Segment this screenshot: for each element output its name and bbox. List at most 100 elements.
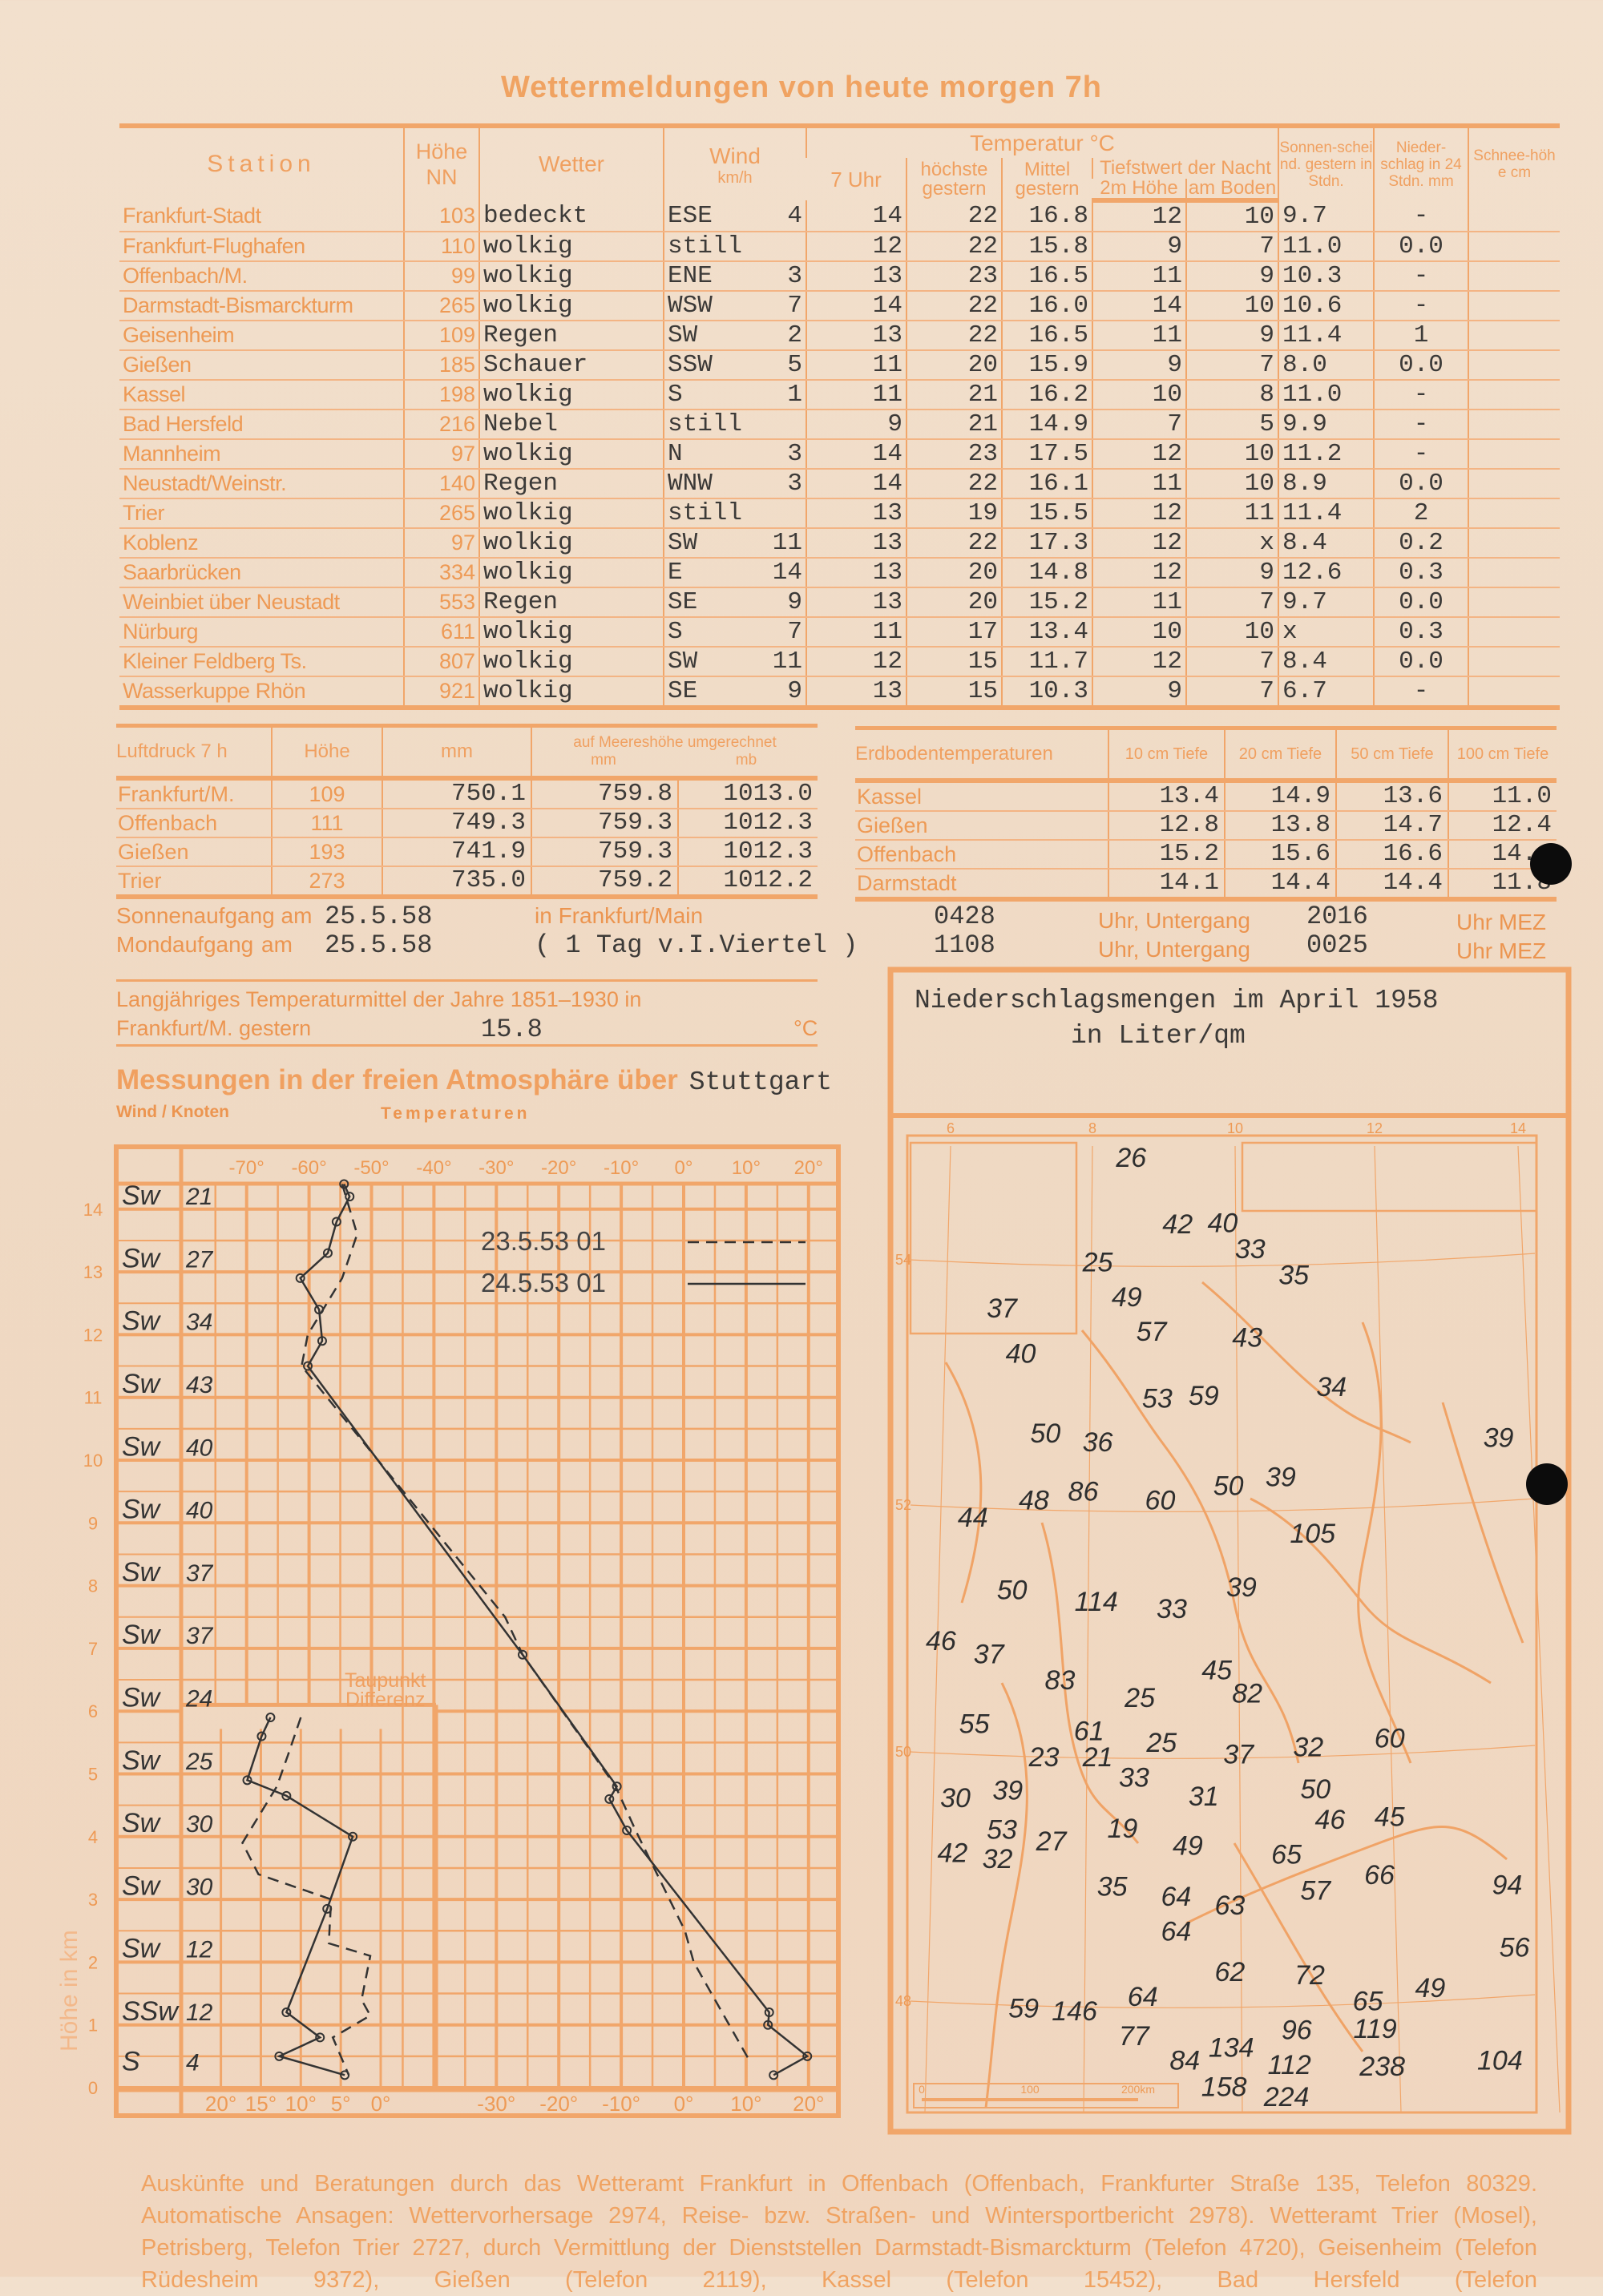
dewpoint-series-dashed xyxy=(241,1717,372,2076)
table-row: Saarbrücken 334 wolkig E 14 13 20 14.8 12 9 12.6 0.… xyxy=(119,558,1560,588)
cell-hoehe: 109 xyxy=(271,778,382,809)
cell-nieder: 0.2 xyxy=(1373,528,1468,559)
wind-direction: Sw xyxy=(122,1306,162,1337)
precipitation-value: 63 xyxy=(1215,1890,1246,1921)
cell-tmin-2m: 12 xyxy=(1092,498,1186,529)
moonrise-label: Mondaufgang xyxy=(116,932,254,957)
table-row: Frankfurt-Stadt 103 bedeckt ESE 4 14 22 16.8 12 1… xyxy=(119,200,1560,232)
header-wind-unit: km/h xyxy=(717,169,753,187)
cell-t7: 12 xyxy=(806,232,906,262)
moonrise-date: 25.5.58 xyxy=(325,930,433,960)
cell-nieder: - xyxy=(1373,291,1468,321)
cell-tmax: 20 xyxy=(906,587,1002,618)
cell-nieder: - xyxy=(1373,439,1468,470)
cell-wetter: Nebel xyxy=(478,410,664,440)
wind-speed: 30 xyxy=(186,1811,213,1838)
cell-wind: still xyxy=(663,410,806,440)
wind-speed: 3 xyxy=(787,440,802,468)
cell-hoehe: 921 xyxy=(403,676,479,708)
x-tick-top: 20° xyxy=(794,1157,823,1179)
meridian xyxy=(924,1145,951,2113)
precipitation-value: 64 xyxy=(1128,1982,1158,2012)
cell-hoehe: 97 xyxy=(403,528,479,559)
cell-tmax: 21 xyxy=(906,380,1002,410)
cell-schnee xyxy=(1468,291,1560,321)
cell-depth-temp: 15.2 xyxy=(1108,840,1225,870)
cell-tmin-2m: 12 xyxy=(1092,528,1186,559)
header-tmax: höchste gestern xyxy=(906,158,1002,200)
header-meer-mm: mm xyxy=(591,752,616,769)
cell-depth-temp: 11.0 xyxy=(1448,781,1557,812)
data-point xyxy=(612,1782,622,1792)
y-tick: 4 xyxy=(88,1827,98,1847)
wind-speed: 30 xyxy=(186,1874,213,1900)
data-point xyxy=(322,1903,333,1914)
cell-nieder: 0.3 xyxy=(1373,617,1468,648)
atmosphere-title: Messungen in der freien Atmosphäre über xyxy=(116,1064,678,1096)
cell-nieder: 0.0 xyxy=(1373,469,1468,499)
cell-station: Frankfurt-Stadt xyxy=(119,200,404,232)
precipitation-value: 55 xyxy=(959,1709,990,1739)
dewpoint-tick: 20° xyxy=(205,2092,236,2116)
x-tick-top: -30° xyxy=(478,1157,514,1179)
y-tick: 7 xyxy=(88,1639,98,1659)
cell-t7: 14 xyxy=(806,469,906,499)
cell-wind: E 14 xyxy=(663,558,806,588)
precipitation-value: 45 xyxy=(1201,1655,1232,1685)
map-title: Niederschlagsmengen im April 1958 xyxy=(915,986,1439,1015)
cell-station: Gießen xyxy=(119,350,404,381)
data-point xyxy=(348,1831,358,1842)
divider xyxy=(116,1044,818,1047)
wind-speed: 34 xyxy=(186,1309,212,1336)
header-depth: 50 cm Tiefe xyxy=(1335,728,1448,783)
precipitation-value: 23 xyxy=(1028,1742,1060,1773)
parallel xyxy=(910,1253,1536,1267)
header-wetter: Wetter xyxy=(478,126,664,200)
cell-wind: WSW 7 xyxy=(663,291,806,321)
meridian xyxy=(1517,1145,1561,2113)
cell-meer-mm: 759.2 xyxy=(531,866,678,898)
legend-label: 23.5.53 01 xyxy=(481,1226,606,1256)
cell-hoehe: 103 xyxy=(403,200,479,232)
data-point xyxy=(242,1775,252,1786)
cell-station: Mannheim xyxy=(119,439,404,470)
header-depth: 10 cm Tiefe xyxy=(1108,728,1225,783)
cell-schnee xyxy=(1468,380,1560,410)
cell-meer-mm: 759.3 xyxy=(531,837,678,867)
x-tick-top: -60° xyxy=(291,1157,326,1179)
cell-nieder: 0.3 xyxy=(1373,558,1468,588)
header-wind-label: Wind xyxy=(709,143,761,168)
cell-tmin-boden: 7 xyxy=(1185,676,1278,708)
header-tminboden: am Boden xyxy=(1185,179,1278,203)
dewpoint-tick: 15° xyxy=(245,2092,277,2116)
precipitation-value: 60 xyxy=(1375,1723,1405,1753)
dewpoint-label: Taupunkt Differenz xyxy=(345,1671,426,1710)
cell-hoehe: 99 xyxy=(403,261,479,292)
cell-depth-temp: 14.9 xyxy=(1224,781,1336,812)
map-scale-label: 0 xyxy=(919,2083,925,2096)
cell-t7: 11 xyxy=(806,380,906,410)
y-axis-label: Höhe in km xyxy=(56,1930,83,2052)
wind-speed: 21 xyxy=(185,1184,212,1210)
parallel xyxy=(910,1745,1536,1759)
cell-tmin-2m: 14 xyxy=(1092,291,1186,321)
cell-t7: 14 xyxy=(806,439,906,470)
wind-direction: S xyxy=(668,381,683,409)
wind-speed: 3 xyxy=(787,262,802,290)
cell-wetter: Regen xyxy=(478,321,664,351)
y-tick: 13 xyxy=(83,1262,103,1282)
chart-frame xyxy=(114,1144,841,2118)
precipitation-value: 42 xyxy=(937,1838,967,1869)
precipitation-value: 39 xyxy=(1484,1422,1514,1453)
precipitation-value: 66 xyxy=(1364,1860,1395,1890)
sunrise-place: in Frankfurt/Main xyxy=(535,903,704,928)
precipitation-value: 39 xyxy=(1266,1462,1296,1492)
cell-sonne: 8.4 xyxy=(1278,528,1374,559)
data-point xyxy=(769,2070,779,2080)
table-row: Offenbach 111 749.3 759.3 1012.3 xyxy=(116,809,818,838)
atmosphere-heading: Messungen in der freien Atmosphäre über … xyxy=(116,1064,832,1097)
wind-direction: SE xyxy=(668,677,698,705)
wind-direction: Sw xyxy=(122,1495,162,1525)
x-tick-bottom: -30° xyxy=(477,2092,515,2116)
